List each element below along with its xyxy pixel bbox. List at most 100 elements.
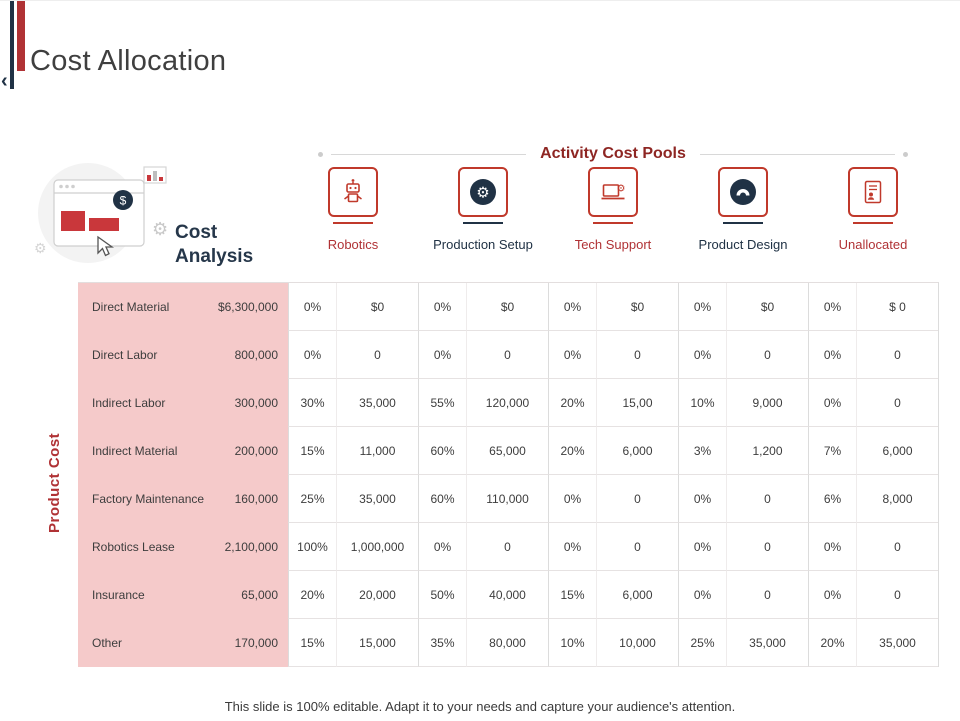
cost-table: Direct Material $6,300,000 0% $0 0% $0 0% $0 0% $… — [78, 282, 939, 667]
cell-val-r2-p0: 35,000 — [336, 379, 418, 427]
row-amount-5: 2,100,000 — [218, 523, 288, 571]
pool-tech-support: ⚙ Tech Support — [563, 167, 663, 254]
cell-val-r7-p4: 35,000 — [856, 619, 938, 667]
cell-pct-r7-p0: 15% — [288, 619, 336, 667]
pool-underline — [593, 222, 633, 224]
gear-badge-icon: ⚙ — [458, 167, 508, 217]
cell-val-r5-p0: 1,000,000 — [336, 523, 418, 571]
cell-pct-r4-p1: 60% — [418, 475, 466, 523]
cell-val-r1-p0: 0 — [336, 331, 418, 379]
cell-val-r5-p3: 0 — [726, 523, 808, 571]
activity-cost-pools-heading: Activity Cost Pools — [318, 145, 908, 163]
row-name-4: Factory Maintenance — [78, 475, 218, 523]
cell-val-r5-p2: 0 — [596, 523, 678, 571]
title-accent-dark-bar — [10, 1, 14, 89]
cell-pct-r2-p1: 55% — [418, 379, 466, 427]
cell-val-r3-p2: 6,000 — [596, 427, 678, 475]
cost-analysis-label: Cost Analysis — [175, 222, 254, 267]
cell-pct-r3-p2: 20% — [548, 427, 596, 475]
cell-pct-r7-p1: 35% — [418, 619, 466, 667]
cell-val-r4-p3: 0 — [726, 475, 808, 523]
cell-pct-r0-p3: 0% — [678, 283, 726, 331]
row-amount-2: 300,000 — [218, 379, 288, 427]
cell-pct-r7-p3: 25% — [678, 619, 726, 667]
page-title: Cost Allocation — [30, 45, 227, 77]
product-cost-label: Product Cost — [46, 432, 63, 534]
title-accent-red-bar — [17, 1, 25, 71]
cell-pct-r3-p4: 7% — [808, 427, 856, 475]
heading-line-right — [699, 153, 895, 155]
cell-val-r3-p0: 11,000 — [336, 427, 418, 475]
cell-pct-r7-p4: 20% — [808, 619, 856, 667]
cell-val-r1-p2: 0 — [596, 331, 678, 379]
line-end-dot-right — [903, 151, 908, 157]
cell-val-r1-p4: 0 — [856, 331, 938, 379]
cell-val-r7-p0: 15,000 — [336, 619, 418, 667]
pool-robotics: Robotics — [303, 167, 403, 254]
svg-text:$: $ — [120, 194, 127, 208]
cell-pct-r5-p1: 0% — [418, 523, 466, 571]
svg-text:⚙: ⚙ — [476, 185, 489, 202]
cell-pct-r5-p4: 0% — [808, 523, 856, 571]
row-amount-1: 800,000 — [218, 331, 288, 379]
cell-val-r4-p1: 110,000 — [466, 475, 548, 523]
cell-pct-r5-p2: 0% — [548, 523, 596, 571]
laptop-gear-icon: ⚙ — [588, 167, 638, 217]
cell-pct-r7-p2: 10% — [548, 619, 596, 667]
row-amount-7: 170,000 — [218, 619, 288, 667]
cell-val-r6-p1: 40,000 — [466, 571, 548, 619]
pool-underline — [723, 222, 763, 224]
cell-pct-r1-p1: 0% — [418, 331, 466, 379]
cell-pct-r1-p2: 0% — [548, 331, 596, 379]
pool-underline — [853, 222, 893, 224]
cell-val-r7-p2: 10,000 — [596, 619, 678, 667]
svg-text:⚙: ⚙ — [617, 184, 626, 195]
cell-pct-r1-p4: 0% — [808, 331, 856, 379]
cell-pct-r2-p3: 10% — [678, 379, 726, 427]
pool-label-unallocated: Unallocated — [838, 237, 908, 252]
cell-pct-r0-p4: 0% — [808, 283, 856, 331]
pool-label-tech-support: Tech Support — [574, 237, 652, 252]
cell-val-r0-p0: $0 — [336, 283, 418, 331]
cell-val-r7-p3: 35,000 — [726, 619, 808, 667]
cell-val-r2-p4: 0 — [856, 379, 938, 427]
cell-pct-r3-p3: 3% — [678, 427, 726, 475]
cell-val-r1-p3: 0 — [726, 331, 808, 379]
cell-val-r1-p1: 0 — [466, 331, 548, 379]
cell-val-r6-p3: 0 — [726, 571, 808, 619]
cell-pct-r2-p2: 20% — [548, 379, 596, 427]
pool-production-setup: ⚙ Production Setup — [433, 167, 533, 254]
cell-pct-r1-p3: 0% — [678, 331, 726, 379]
cell-val-r6-p2: 6,000 — [596, 571, 678, 619]
cell-pct-r0-p1: 0% — [418, 283, 466, 331]
cell-val-r0-p3: $0 — [726, 283, 808, 331]
row-amount-6: 65,000 — [218, 571, 288, 619]
cell-pct-r5-p0: 100% — [288, 523, 336, 571]
cell-val-r6-p0: 20,000 — [336, 571, 418, 619]
cell-pct-r0-p2: 0% — [548, 283, 596, 331]
row-amount-0: $6,300,000 — [218, 283, 288, 331]
svg-text:⚙: ⚙ — [152, 219, 168, 239]
cell-pct-r6-p1: 50% — [418, 571, 466, 619]
back-arrow-icon[interactable]: ‹ — [1, 70, 8, 92]
row-name-3: Indirect Material — [78, 427, 218, 475]
svg-text:⚙: ⚙ — [34, 240, 47, 256]
pool-label-robotics: Robotics — [327, 237, 379, 252]
cell-pct-r6-p3: 0% — [678, 571, 726, 619]
cell-pct-r2-p0: 30% — [288, 379, 336, 427]
cell-val-r4-p2: 0 — [596, 475, 678, 523]
cell-pct-r3-p0: 15% — [288, 427, 336, 475]
row-name-1: Direct Labor — [78, 331, 218, 379]
cell-pct-r3-p1: 60% — [418, 427, 466, 475]
cell-val-r7-p1: 80,000 — [466, 619, 548, 667]
row-name-5: Robotics Lease — [78, 523, 218, 571]
cell-val-r0-p2: $0 — [596, 283, 678, 331]
cell-val-r2-p3: 9,000 — [726, 379, 808, 427]
pool-unallocated: Unallocated — [823, 167, 923, 254]
pool-label-production-setup: Production Setup — [433, 237, 533, 252]
heading-line-left — [331, 153, 527, 155]
pool-underline — [333, 222, 373, 224]
protractor-badge-icon — [718, 167, 768, 217]
cell-val-r3-p3: 1,200 — [726, 427, 808, 475]
